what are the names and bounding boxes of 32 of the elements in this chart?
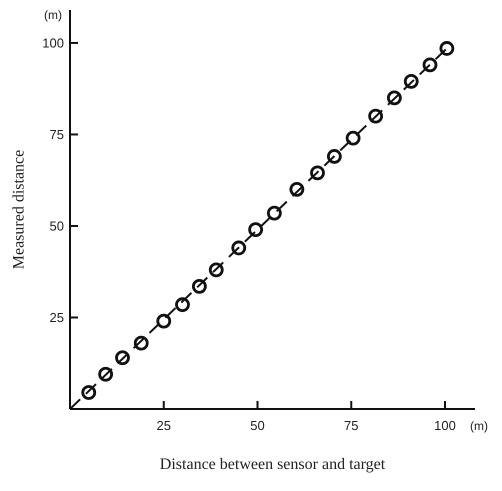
y-tick-label: 75 bbox=[50, 127, 64, 142]
x-tick-label: 50 bbox=[250, 418, 265, 434]
point bbox=[231, 240, 246, 256]
point bbox=[439, 41, 454, 56]
point bbox=[192, 278, 207, 294]
point bbox=[310, 165, 325, 180]
point bbox=[81, 385, 96, 400]
point bbox=[289, 182, 304, 197]
point bbox=[248, 222, 264, 238]
point bbox=[368, 108, 384, 124]
point bbox=[208, 262, 224, 278]
text: (m) bbox=[44, 8, 62, 22]
point bbox=[422, 58, 438, 72]
point bbox=[156, 314, 172, 329]
x-tick-label: 75 bbox=[344, 418, 358, 434]
x-tick-label: 100 bbox=[434, 418, 456, 434]
y-tick-label: 50 bbox=[50, 218, 64, 234]
y-tick-label: 100 bbox=[42, 36, 64, 51]
point bbox=[98, 366, 114, 382]
point bbox=[266, 206, 282, 221]
point bbox=[175, 297, 190, 312]
y-axis-title: Measured distance bbox=[10, 150, 28, 270]
x-tick-label: 25 bbox=[156, 418, 171, 434]
x-axis-title: Distance between sensor and target bbox=[160, 456, 386, 473]
point bbox=[346, 130, 361, 146]
point bbox=[134, 336, 149, 351]
point bbox=[115, 350, 130, 366]
point bbox=[386, 90, 402, 106]
point bbox=[326, 149, 342, 164]
point bbox=[404, 74, 419, 89]
text: (m) bbox=[470, 419, 488, 433]
y-tick-label: 25 bbox=[50, 310, 64, 326]
